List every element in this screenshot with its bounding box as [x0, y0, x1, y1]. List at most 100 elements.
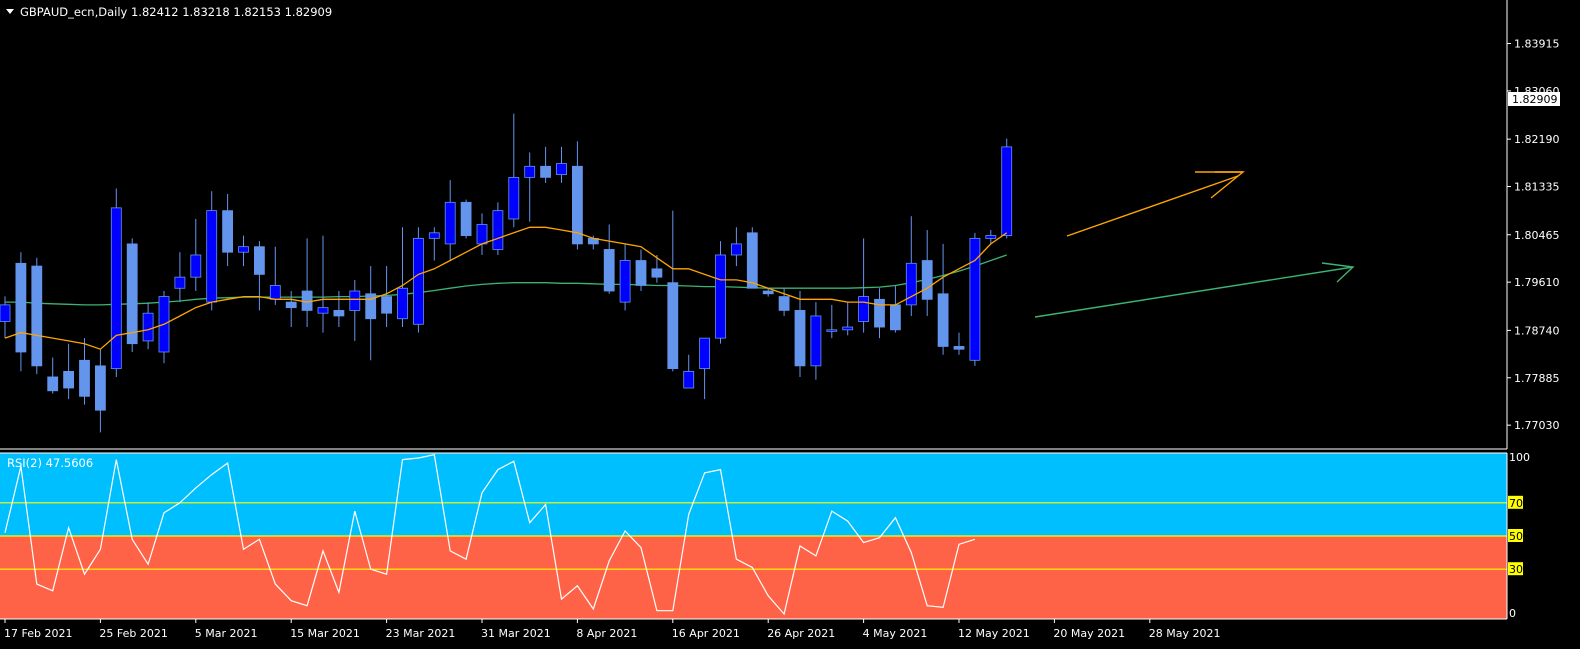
rsi-title: RSI(2) 47.5606: [7, 456, 93, 470]
time-tick-label: 16 Apr 2021: [672, 627, 740, 640]
time-tick-label: 15 Mar 2021: [290, 627, 360, 640]
candle-body-bull: [397, 287, 408, 320]
time-tick-label: 31 Mar 2021: [481, 627, 551, 640]
candle-body-bull: [238, 246, 249, 253]
candle: [174, 252, 186, 303]
candle: [603, 224, 615, 294]
price-axis: 1.839151.830601.821901.813351.804651.796…: [1507, 38, 1560, 432]
candle-body-bull: [1001, 146, 1013, 236]
candle-body-bull: [349, 290, 361, 311]
candle: [492, 202, 504, 255]
candle-body-bear: [31, 265, 43, 367]
candle-body-bull: [190, 254, 202, 278]
price-tick-label: 1.82190: [1514, 133, 1560, 146]
trend-arrows-layer: [1034, 171, 1355, 318]
candle: [699, 337, 710, 400]
candle-body-bear: [890, 304, 901, 331]
candle: [317, 235, 329, 333]
candle-body-bull: [969, 237, 981, 361]
candle-body-bear: [667, 282, 679, 370]
candle-body-bull: [492, 210, 504, 250]
candle-body-bull: [810, 315, 822, 367]
candle-body-bull: [174, 276, 186, 289]
time-tick-label: 4 May 2021: [863, 627, 928, 640]
candle: [969, 232, 981, 366]
candle-body-bear: [126, 243, 138, 345]
time-tick-label: 23 Mar 2021: [386, 627, 456, 640]
rsi-level-label: 50: [1509, 530, 1523, 543]
candle-body-bear: [95, 365, 106, 411]
candle: [428, 227, 440, 261]
candle: [110, 188, 122, 377]
candle-body-bear: [63, 370, 74, 389]
time-tick-label: 28 May 2021: [1149, 627, 1221, 640]
candle: [619, 243, 631, 311]
candle-body-bull: [683, 370, 695, 389]
candle-body-bull: [206, 210, 218, 303]
candle: [762, 288, 774, 297]
candle-body-bull: [905, 262, 917, 306]
candle-body-bull: [524, 165, 536, 178]
ma-fast-line: [4, 226, 1008, 350]
candle-body-bull: [142, 312, 154, 342]
candle-body-bull: [444, 201, 456, 245]
time-tick-label: 25 Feb 2021: [99, 627, 167, 640]
candle: [381, 266, 393, 328]
current-price-label: 1.82909: [1512, 93, 1558, 106]
candle: [253, 241, 265, 311]
candle: [142, 302, 154, 350]
candle: [715, 241, 726, 344]
candle: [651, 254, 663, 283]
candle: [985, 230, 997, 244]
green-trend-arrow-head: [1321, 262, 1355, 283]
candle: [746, 227, 758, 289]
candle: [412, 227, 424, 333]
candle: [285, 291, 297, 328]
candle: [810, 302, 822, 380]
candle: [953, 332, 965, 355]
candle-body-bear: [937, 293, 949, 347]
candle: [635, 249, 647, 292]
candle: [47, 357, 59, 394]
rsi-upper-zone: [0, 453, 1507, 536]
time-tick-label: 8 Apr 2021: [576, 627, 637, 640]
candle: [842, 302, 854, 336]
rsi-lower-zone: [0, 536, 1507, 619]
candle-body-bear: [222, 210, 234, 253]
candle: [508, 113, 520, 228]
candle-body-bear: [651, 268, 663, 278]
candle: [158, 291, 170, 364]
candle-body-bull: [842, 326, 854, 331]
candle: [667, 210, 679, 372]
rsi-axis-label: 100: [1509, 451, 1530, 464]
candle: [31, 257, 43, 375]
candle-body-bear: [635, 260, 647, 286]
candle: [349, 279, 361, 341]
candle: [444, 180, 456, 261]
candle-body-bull: [0, 304, 11, 322]
header-dropdown-icon[interactable]: [6, 9, 14, 14]
candle: [397, 227, 408, 328]
candle: [572, 141, 583, 250]
candle: [540, 146, 551, 183]
price-tick-label: 1.78740: [1514, 324, 1560, 337]
candle-body-bear: [301, 290, 313, 311]
candle: [921, 230, 933, 316]
candle-body-bull: [428, 232, 440, 239]
rsi-level-label: 30: [1509, 563, 1523, 576]
candle-body-bear: [15, 262, 27, 353]
candle: [683, 354, 695, 389]
candle: [15, 252, 27, 372]
candle-body-bull: [985, 235, 997, 239]
candle: [79, 338, 90, 405]
rsi-line: [4, 453, 976, 616]
candle-body-bear: [333, 310, 345, 317]
candle-body-bear: [953, 346, 965, 350]
candle: [190, 218, 202, 292]
candle-body-bull: [269, 285, 281, 300]
candle: [794, 291, 806, 377]
candle-body-bear: [603, 249, 615, 292]
price-panel: [0, 0, 1507, 449]
current-price-tag: 1.82909: [1508, 92, 1560, 106]
candle: [1001, 138, 1013, 239]
